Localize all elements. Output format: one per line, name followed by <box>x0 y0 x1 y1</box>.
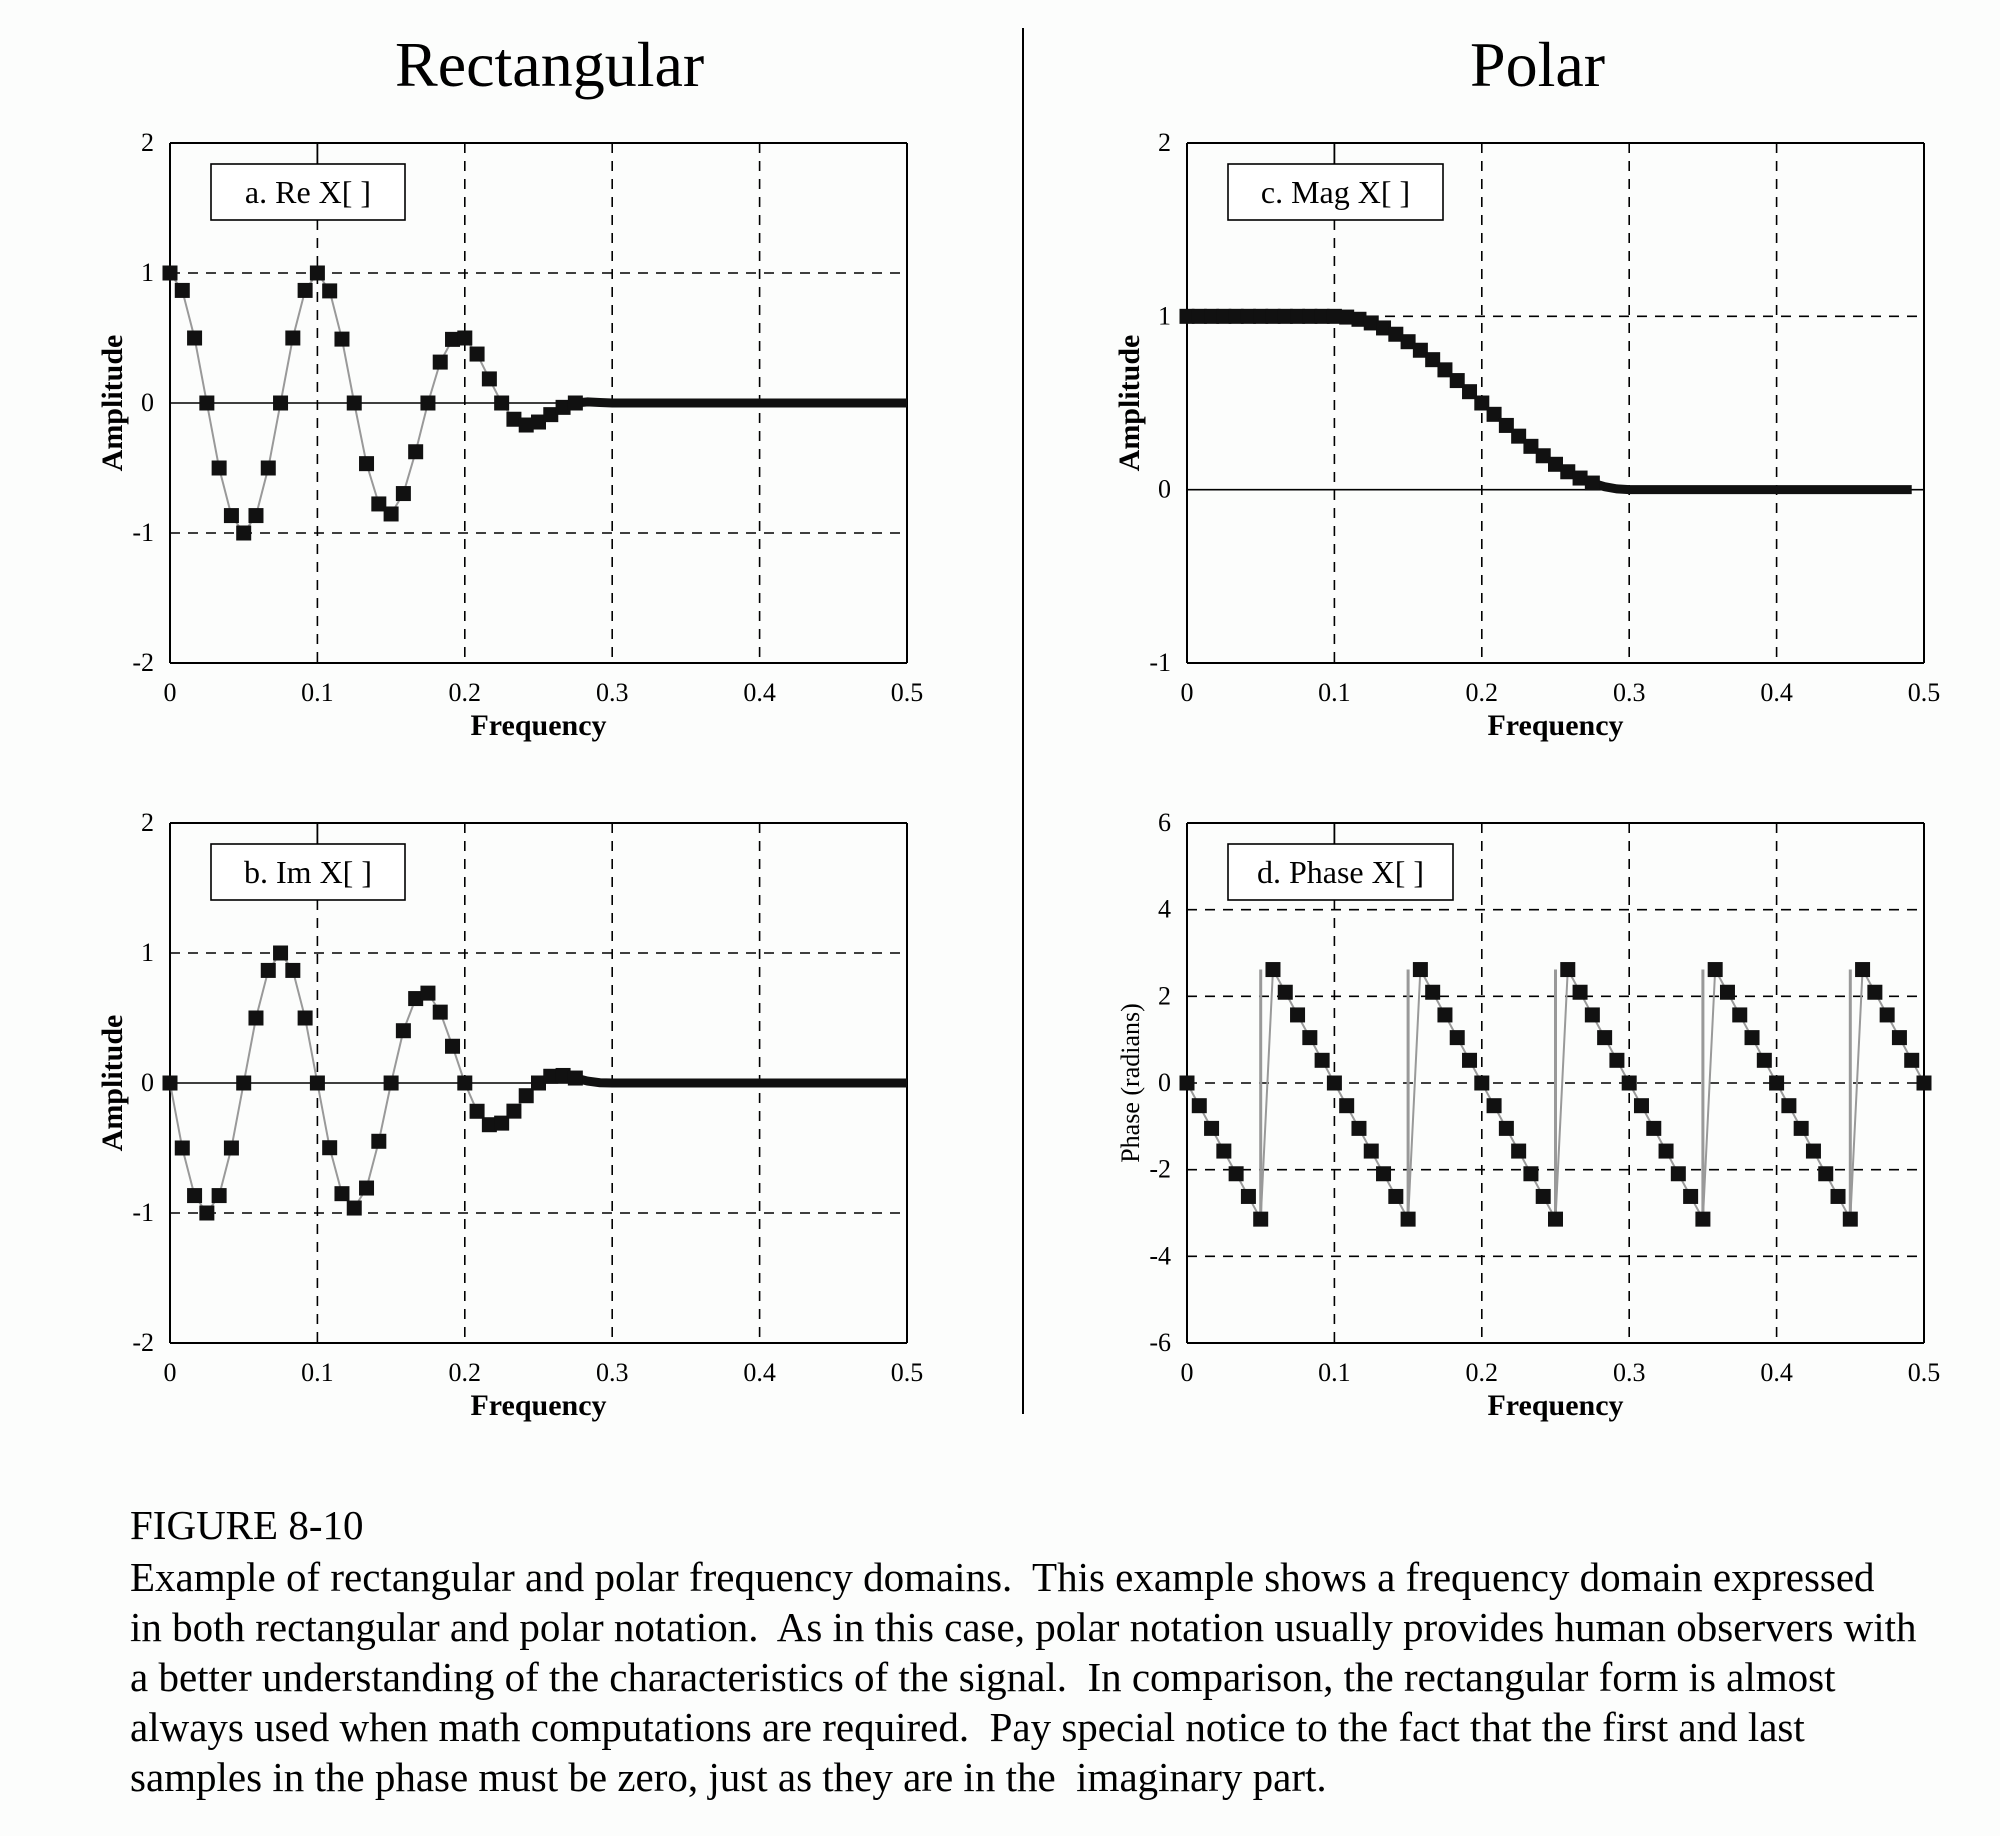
svg-text:-1: -1 <box>1149 648 1171 677</box>
svg-text:Frequency: Frequency <box>470 709 606 742</box>
svg-text:Amplitude: Amplitude <box>100 1015 129 1152</box>
svg-text:0.1: 0.1 <box>301 1358 334 1387</box>
svg-text:0.3: 0.3 <box>1613 678 1646 707</box>
svg-text:0: 0 <box>141 1068 154 1097</box>
svg-text:Amplitude: Amplitude <box>100 335 129 472</box>
svg-text:0.2: 0.2 <box>449 1358 482 1387</box>
svg-text:2: 2 <box>141 130 154 157</box>
svg-text:0.5: 0.5 <box>1908 1358 1941 1387</box>
svg-text:0.3: 0.3 <box>596 1358 629 1387</box>
svg-text:0.4: 0.4 <box>743 1358 776 1387</box>
svg-text:0.1: 0.1 <box>1318 678 1351 707</box>
svg-text:-4: -4 <box>1149 1241 1171 1270</box>
svg-text:0.5: 0.5 <box>891 1358 924 1387</box>
svg-text:6: 6 <box>1158 810 1171 837</box>
svg-text:0.2: 0.2 <box>449 678 482 707</box>
svg-text:Frequency: Frequency <box>1487 1389 1623 1422</box>
svg-text:0: 0 <box>164 678 177 707</box>
svg-text:0.3: 0.3 <box>596 678 629 707</box>
svg-text:0.1: 0.1 <box>301 678 334 707</box>
svg-text:d. Phase X[ ]: d. Phase X[ ] <box>1257 854 1424 890</box>
svg-text:1: 1 <box>1158 301 1171 330</box>
svg-text:Amplitude: Amplitude <box>1117 335 1146 472</box>
svg-text:0: 0 <box>1158 475 1171 504</box>
svg-text:0.4: 0.4 <box>1760 1358 1793 1387</box>
svg-text:2: 2 <box>1158 130 1171 157</box>
svg-text:-2: -2 <box>132 1328 154 1357</box>
svg-text:0.4: 0.4 <box>743 678 776 707</box>
svg-text:0.2: 0.2 <box>1466 678 1499 707</box>
svg-text:0: 0 <box>1158 1068 1171 1097</box>
svg-text:-2: -2 <box>1149 1155 1171 1184</box>
svg-text:0.5: 0.5 <box>891 678 924 707</box>
svg-text:0: 0 <box>1181 678 1194 707</box>
svg-text:4: 4 <box>1158 895 1171 924</box>
svg-text:0.2: 0.2 <box>1466 1358 1499 1387</box>
svg-text:0: 0 <box>141 388 154 417</box>
svg-text:c. Mag X[ ]: c. Mag X[ ] <box>1261 174 1410 210</box>
svg-text:-2: -2 <box>132 648 154 677</box>
svg-text:Phase (radians): Phase (radians) <box>1117 1003 1145 1163</box>
svg-text:1: 1 <box>141 938 154 967</box>
svg-text:0.1: 0.1 <box>1318 1358 1351 1387</box>
svg-text:-1: -1 <box>132 518 154 547</box>
svg-text:2: 2 <box>1158 981 1171 1010</box>
svg-text:0.3: 0.3 <box>1613 1358 1646 1387</box>
svg-text:b. Im X[ ]: b. Im X[ ] <box>244 854 372 890</box>
svg-text:1: 1 <box>141 258 154 287</box>
svg-text:a. Re X[ ]: a. Re X[ ] <box>245 174 371 210</box>
svg-text:0: 0 <box>1181 1358 1194 1387</box>
svg-text:0: 0 <box>164 1358 177 1387</box>
svg-text:-6: -6 <box>1149 1328 1171 1357</box>
svg-text:-1: -1 <box>132 1198 154 1227</box>
svg-text:2: 2 <box>141 810 154 837</box>
svg-text:0.5: 0.5 <box>1908 678 1941 707</box>
svg-text:0.4: 0.4 <box>1760 678 1793 707</box>
svg-text:Frequency: Frequency <box>470 1389 606 1422</box>
svg-text:Frequency: Frequency <box>1487 709 1623 742</box>
